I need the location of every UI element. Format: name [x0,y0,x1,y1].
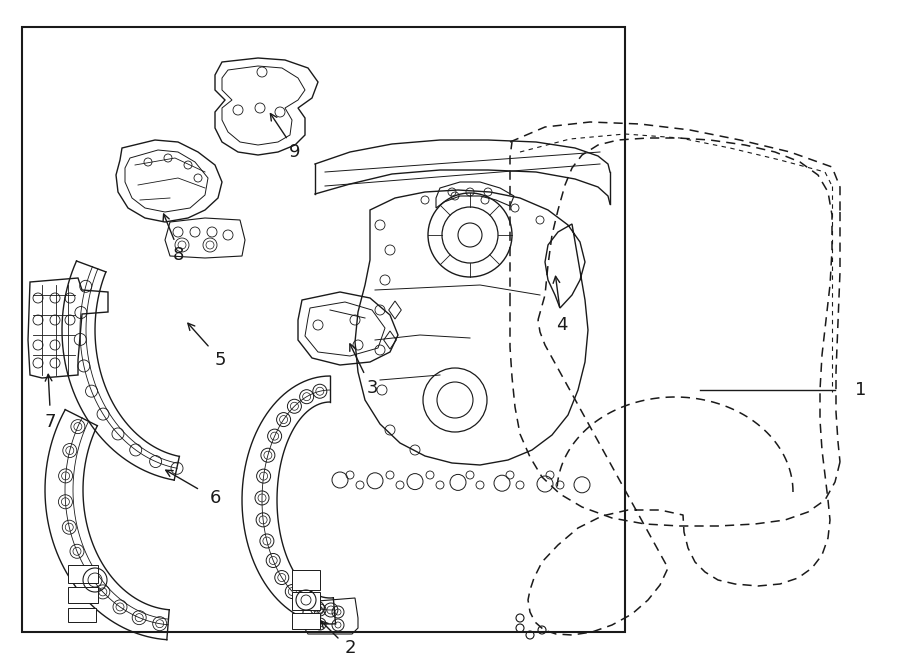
Bar [22,27,625,632]
Text: 2: 2 [345,639,356,657]
Text: 9: 9 [289,143,301,161]
Bar [292,570,320,590]
Bar [292,592,320,610]
Bar [292,613,320,629]
Text: 1: 1 [855,381,867,399]
Text: 8: 8 [172,246,184,264]
Text: 5: 5 [214,351,226,369]
Text: 7: 7 [44,413,56,431]
Bar [68,608,96,622]
Bar [68,565,98,583]
Bar [68,587,98,603]
Text: 6: 6 [210,489,220,507]
Text: 3: 3 [366,379,378,397]
Text: 4: 4 [556,316,568,334]
